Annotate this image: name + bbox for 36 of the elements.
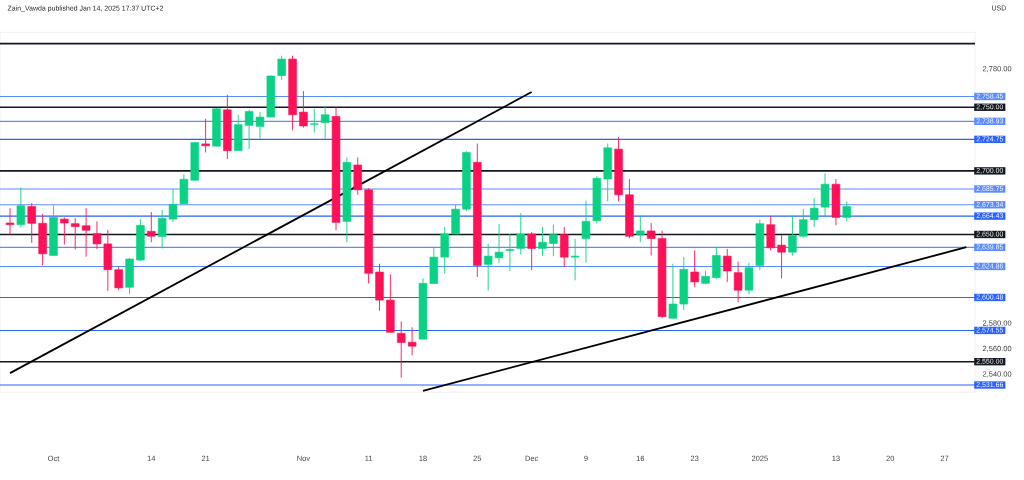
candlestick bbox=[299, 90, 308, 129]
candlestick bbox=[733, 261, 743, 303]
candlestick bbox=[690, 250, 699, 288]
candlestick bbox=[114, 266, 123, 291]
candlestick bbox=[201, 118, 210, 153]
candlestick bbox=[799, 208, 808, 238]
candlestick bbox=[505, 233, 515, 272]
candlestick bbox=[744, 262, 754, 295]
candlestick bbox=[310, 108, 319, 134]
candlestick bbox=[81, 207, 91, 258]
candlestick bbox=[60, 216, 69, 245]
candlestick bbox=[549, 224, 558, 257]
candlestick bbox=[570, 238, 580, 281]
candlestick bbox=[788, 215, 797, 256]
candlestick bbox=[71, 217, 80, 250]
candlestick bbox=[636, 214, 645, 243]
candlestick bbox=[5, 207, 15, 236]
candlestick bbox=[147, 211, 156, 243]
candlestick bbox=[766, 215, 775, 251]
candlestick bbox=[407, 326, 417, 356]
candlestick bbox=[723, 248, 732, 283]
candlestick bbox=[581, 200, 591, 264]
candlestick bbox=[712, 247, 721, 280]
candlestick bbox=[27, 202, 36, 244]
candlestick bbox=[538, 226, 547, 257]
candlestick bbox=[842, 201, 851, 222]
candlestick bbox=[777, 234, 786, 279]
candlestick bbox=[440, 226, 449, 275]
candlestick bbox=[527, 231, 536, 271]
candlestick bbox=[516, 212, 525, 255]
candlestick bbox=[668, 263, 678, 319]
candlestick bbox=[16, 187, 26, 228]
candlestick bbox=[320, 106, 330, 140]
candlestick bbox=[397, 320, 406, 379]
candlestick bbox=[560, 226, 569, 268]
candlestick bbox=[277, 55, 286, 81]
